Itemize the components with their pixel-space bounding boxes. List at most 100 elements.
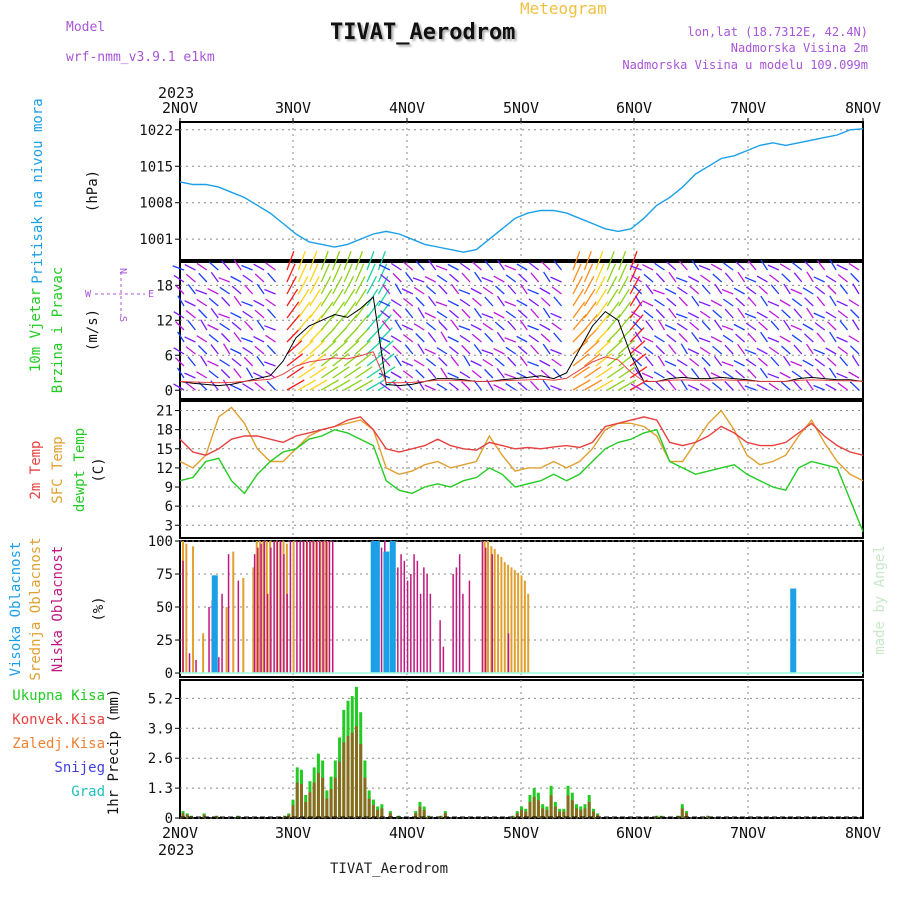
wind-barb [286, 366, 304, 379]
wind-barb [482, 358, 494, 367]
wind-barb [837, 273, 848, 283]
conv-precip-bar [388, 813, 392, 818]
y-tick-label: 1022 [139, 123, 173, 139]
wind-barb [208, 333, 219, 343]
wind-barb [286, 353, 304, 367]
low-cloud-bar [289, 541, 292, 674]
date-label-bottom: 5NOV [503, 824, 539, 842]
low-cloud-bar [413, 554, 415, 674]
wind-barb [286, 314, 301, 331]
compass-e: E [148, 289, 154, 300]
wind-barb [667, 380, 677, 391]
wind-barb [722, 298, 734, 307]
conv-precip-bar [545, 809, 549, 818]
wind-barb [382, 284, 391, 295]
wind-axis-label-2: Brzina i Pravac [50, 267, 66, 393]
wind-barb [427, 332, 437, 343]
wind-barb [428, 259, 437, 271]
wind-barb [173, 311, 185, 319]
wind-barb [210, 271, 219, 283]
wind-barb [175, 284, 185, 295]
wind-barb [173, 347, 185, 355]
low-cloud-bar [491, 554, 493, 674]
wind-barb [805, 379, 814, 391]
wind-barb [848, 262, 860, 271]
y-tick-label: 6 [165, 499, 173, 515]
wind-unit-label: (m/s) [85, 309, 101, 351]
wind-barb [827, 321, 837, 331]
wind-barb [802, 287, 814, 295]
mid-cloud-bar [486, 541, 489, 674]
wind-barb [583, 250, 592, 271]
wind-barb [630, 383, 642, 391]
precip-legend-item: Grad [71, 784, 105, 800]
low-cloud-bar [410, 574, 412, 674]
date-label-top: 4NOV [389, 99, 425, 117]
low-cloud-bar [253, 554, 256, 674]
y-tick-label: 6 [165, 348, 173, 364]
wind-barb [394, 319, 402, 331]
wind-barb [779, 299, 791, 307]
wind-barb [482, 286, 494, 295]
wind-barb [666, 261, 677, 271]
wind-barb [184, 300, 196, 307]
temp-axis-label-1: 2m Temp [28, 440, 44, 499]
wind-barb [839, 356, 849, 367]
wind-barb [657, 319, 666, 331]
wind-barb [309, 276, 320, 295]
wind-barb [493, 347, 505, 355]
wind-barb [848, 335, 860, 343]
wind-barb [723, 262, 734, 271]
wind-barb [813, 276, 825, 283]
wind-barb [756, 275, 768, 283]
wind-barb [826, 357, 837, 367]
wind-barb [584, 379, 603, 391]
wind-barb [551, 358, 562, 367]
wind-barb [174, 357, 185, 367]
wind-barb [413, 323, 425, 331]
wind-barb [196, 262, 208, 271]
wind-barb [343, 250, 352, 271]
high-cloud-bar [389, 541, 396, 674]
wind-barb [802, 323, 814, 331]
wind-barb [184, 263, 196, 271]
wind-barb [634, 295, 643, 307]
conv-precip-bar [359, 743, 363, 818]
conv-precip-bar [316, 772, 320, 818]
wind-gust-line [179, 351, 864, 384]
wind-barb [355, 353, 372, 367]
wind-barb [737, 307, 746, 319]
wind-barb [519, 319, 528, 331]
conv-precip-bar [287, 814, 291, 818]
wind-barb [668, 308, 677, 319]
wind-barb [791, 370, 803, 379]
wind-barb [735, 333, 746, 343]
precip-legend-item: Zaledj.Kisa [12, 736, 105, 752]
wind-barb [572, 288, 585, 307]
high-cloud-bar [373, 541, 380, 674]
wind-barb [380, 273, 391, 283]
wind-barb [401, 288, 414, 295]
conv-precip-bar [536, 800, 540, 818]
low-cloud-bar [270, 547, 272, 674]
wind-barb [543, 271, 551, 283]
wind-barb [653, 371, 665, 379]
wind-barb [678, 369, 688, 379]
wind-barb [781, 273, 791, 283]
wind-barb [343, 263, 353, 283]
wind-barb [655, 308, 665, 319]
wind-barb [618, 353, 635, 367]
cloud-axis-label-3: Niska Oblacnost [50, 546, 66, 672]
wind-barb [436, 274, 448, 283]
wind-barb [572, 301, 586, 319]
pressure-line [179, 128, 864, 253]
wind-barb [377, 288, 390, 307]
high-cloud-bar [790, 588, 797, 674]
wind-barb [595, 276, 606, 295]
wind-barb [494, 321, 505, 331]
wind-barb [332, 314, 347, 331]
wind-barb [320, 353, 338, 367]
conv-precip-bar [549, 795, 553, 818]
wind-barb [493, 311, 505, 319]
low-cloud-bar [218, 657, 220, 674]
